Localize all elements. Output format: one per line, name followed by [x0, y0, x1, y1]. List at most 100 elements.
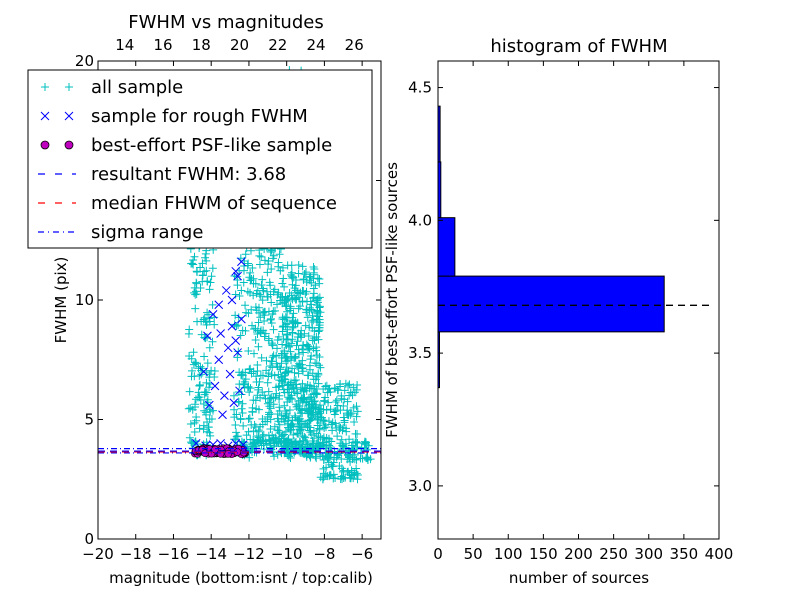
- reference-lines: [98, 448, 381, 454]
- all-sample-point: [235, 380, 244, 389]
- all-sample-point: [266, 281, 275, 290]
- all-sample-point: [186, 404, 195, 413]
- all-sample-point: [268, 310, 277, 319]
- all-sample-point: [254, 383, 263, 392]
- all-sample-point: [251, 279, 260, 288]
- all-sample-point: [343, 406, 352, 415]
- all-sample-point: [353, 381, 362, 390]
- all-sample-point: [349, 403, 358, 412]
- all-sample-point: [196, 380, 205, 389]
- all-sample-point: [291, 437, 300, 446]
- all-sample-point: [251, 396, 260, 405]
- all-sample-point: [264, 372, 273, 381]
- all-sample-point: [298, 431, 307, 440]
- all-sample-point: [245, 453, 254, 462]
- rough-sample-point: [229, 398, 239, 408]
- all-sample-point: [305, 361, 314, 370]
- all-sample-point: [189, 348, 198, 357]
- all-sample-point: [275, 391, 284, 400]
- all-sample-point: [310, 336, 319, 345]
- y-tick-label: 3.0: [408, 477, 432, 495]
- all-sample-point: [290, 368, 299, 377]
- all-sample-point: [304, 371, 313, 380]
- top-x-tick-label: 22: [268, 36, 287, 54]
- all-sample-point: [288, 280, 297, 289]
- histogram-bar: [437, 275, 665, 333]
- all-sample-point: [298, 364, 307, 373]
- all-sample-point: [236, 415, 245, 424]
- legend-label: median FHWM of sequence: [91, 193, 337, 214]
- all-sample-point: [339, 413, 348, 422]
- all-sample-point: [342, 427, 351, 436]
- all-sample-point: [248, 264, 257, 273]
- all-sample-point: [266, 425, 275, 434]
- legend-marker-cross: [64, 111, 74, 121]
- legend-entry: sigma range: [38, 222, 203, 243]
- all-sample-point: [190, 418, 199, 427]
- all-sample-point: [306, 272, 315, 281]
- all-sample-point: [335, 461, 344, 470]
- all-sample-point: [266, 290, 275, 299]
- all-sample-point: [337, 394, 346, 403]
- all-sample-point: [231, 290, 240, 299]
- all-sample-point: [237, 404, 246, 413]
- all-sample-point: [285, 341, 294, 350]
- all-sample-point: [190, 252, 199, 261]
- all-sample-point: [245, 414, 254, 423]
- all-sample-point: [193, 268, 202, 277]
- all-sample-point: [301, 321, 310, 330]
- all-sample-point: [249, 427, 258, 436]
- all-sample-point: [266, 443, 275, 452]
- all-sample-point: [189, 360, 198, 369]
- all-sample-point: [268, 431, 277, 440]
- rough-sample-point: [203, 331, 212, 341]
- all-sample-point: [304, 331, 313, 340]
- all-sample-point: [273, 300, 282, 309]
- all-sample-point: [283, 352, 292, 361]
- all-sample-point: [277, 376, 286, 385]
- all-sample-point: [290, 376, 299, 385]
- all-sample-point: [278, 263, 287, 272]
- all-sample-point: [303, 397, 312, 406]
- all-sample-point: [261, 329, 270, 338]
- all-sample-point: [297, 394, 306, 403]
- all-sample-point: [327, 437, 336, 446]
- all-sample-point: [308, 404, 317, 413]
- all-sample-point: [282, 320, 291, 329]
- all-sample-point: [195, 371, 204, 380]
- all-sample-point: [259, 286, 268, 295]
- all-sample-point: [285, 406, 294, 415]
- all-sample-point: [306, 415, 315, 424]
- all-sample-point: [273, 450, 282, 459]
- all-sample-point: [189, 256, 198, 265]
- all-sample-point: [208, 300, 217, 309]
- rough-sample-point: [225, 369, 235, 379]
- x-tick-label: 50: [464, 545, 483, 563]
- all-sample-point: [200, 267, 209, 276]
- all-sample-point: [191, 358, 200, 367]
- all-sample-point: [337, 435, 346, 444]
- rough-sample-point: [233, 348, 242, 357]
- x-tick-label: 150: [529, 545, 558, 563]
- all-sample-point: [281, 293, 290, 302]
- all-sample-point: [277, 415, 286, 424]
- all-sample-point: [268, 353, 277, 362]
- all-sample-point: [287, 356, 296, 365]
- all-sample-point: [260, 256, 269, 265]
- all-sample-point: [295, 359, 304, 368]
- legend: all sample sample for rough FWHM best-effo…: [27, 69, 373, 249]
- x-tick-label: 200: [564, 545, 593, 563]
- all-sample-point: [192, 278, 201, 287]
- all-sample-point: [260, 316, 269, 325]
- rough-sample-point: [237, 314, 246, 324]
- all-sample-point: [202, 266, 211, 275]
- all-sample-point: [248, 408, 257, 417]
- all-sample-point: [326, 405, 335, 414]
- all-sample-point: [324, 453, 333, 462]
- x-tick-label: −8: [313, 545, 335, 563]
- all-sample-point: [280, 298, 289, 307]
- all-sample-point: [254, 342, 263, 351]
- all-sample-point: [267, 357, 276, 366]
- legend-entry: median FHWM of sequence: [38, 193, 337, 214]
